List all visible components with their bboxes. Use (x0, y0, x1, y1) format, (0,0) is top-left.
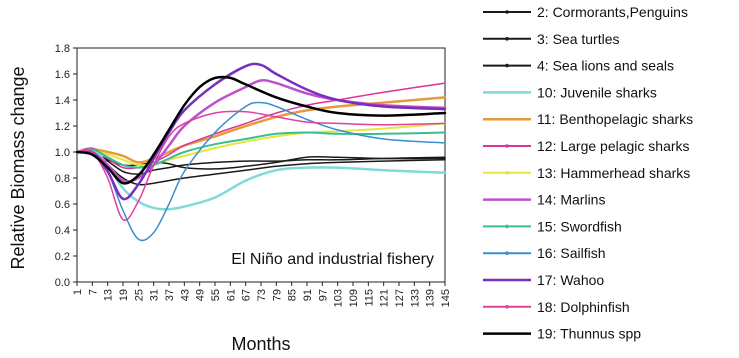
x-tick-label: 97 (317, 289, 329, 301)
legend-item: 11: Benthopelagic sharks (483, 111, 693, 127)
x-tick-label: 91 (302, 289, 314, 301)
y-tick-label: 1.6 (55, 69, 70, 81)
series-line (75, 75, 447, 185)
y-tick-label: 0.8 (55, 173, 70, 185)
series-line (75, 79, 447, 183)
x-tick-label: 133 (409, 289, 421, 307)
series-line (76, 150, 446, 175)
x-tick-label: 103 (333, 289, 345, 307)
series-line (76, 82, 446, 170)
y-tick-label: 0.6 (55, 199, 70, 211)
x-tick-label: 43 (179, 289, 191, 301)
legend-label: 11: Benthopelagic sharks (537, 111, 693, 127)
legend-item: 16: Sailfish (483, 245, 605, 261)
series-line (76, 110, 446, 222)
legend-item: 10: Juvenile sharks (483, 84, 657, 100)
legend-item: 15: Swordfish (483, 218, 622, 234)
legend-marker (505, 144, 509, 148)
y-tick-label: 0.2 (55, 251, 70, 263)
legend-item: 4: Sea lions and seals (483, 58, 674, 74)
y-tick-label: 1.2 (55, 121, 70, 133)
x-tick-label: 13 (103, 289, 115, 301)
y-tick-label: 1.4 (55, 95, 70, 107)
legend-marker (505, 171, 509, 175)
legend-item: 2: Cormorants,Penguins (483, 4, 688, 20)
legend-label: 18: Dolphinfish (537, 299, 630, 315)
series-line (75, 62, 447, 201)
legend: 2: Cormorants,Penguins 3: Sea turtles 4: S… (483, 4, 693, 342)
legend-label: 10: Juvenile sharks (537, 84, 657, 100)
legend-marker (505, 224, 509, 229)
x-tick-label: 109 (348, 289, 360, 307)
x-tick-label: 37 (164, 289, 176, 301)
legend-item: 19: Thunnus spp (483, 326, 641, 342)
y-tick-label: 1.8 (55, 43, 70, 55)
x-tick-label: 145 (440, 289, 452, 307)
x-tick-label: 25 (133, 289, 145, 301)
x-tick-label: 115 (363, 289, 375, 307)
y-tick-label: 1.0 (55, 147, 70, 159)
legend-label: 2: Cormorants,Penguins (537, 4, 688, 20)
x-tick-label: 31 (149, 289, 161, 301)
x-tick-label: 79 (271, 289, 283, 301)
x-tick-label: 85 (287, 289, 299, 301)
y-tick-label: 0.0 (55, 277, 70, 289)
legend-marker (505, 251, 509, 255)
x-tick-label: 49 (195, 289, 207, 301)
x-tick-label: 1 (72, 289, 84, 295)
x-tick-label: 19 (118, 289, 130, 301)
legend-marker (505, 10, 509, 14)
legend-item: 13: Hammerhead sharks (483, 165, 690, 181)
legend-item: 14: Marlins (483, 192, 605, 208)
legend-item: 12: Large pelagic sharks (483, 138, 690, 154)
x-tick-label: 121 (379, 289, 391, 307)
axes: 0.0 0.2 0.4 0.6 0.8 1.0 1.2 1.4 1.6 1.8 1 7 13 19 25 31… (55, 43, 452, 307)
y-axis-title: Relative Biomass change (8, 66, 28, 269)
chart-annotation: El Niño and industrial fishery (231, 251, 434, 268)
x-tick-label: 127 (394, 289, 406, 307)
x-tick-label: 139 (425, 289, 437, 307)
legend-label: 15: Swordfish (537, 218, 622, 234)
legend-label: 3: Sea turtles (537, 31, 620, 47)
legend-label: 14: Marlins (537, 192, 605, 208)
x-tick-label: 67 (241, 289, 253, 301)
x-tick-label: 55 (210, 289, 222, 301)
x-tick-label: 73 (256, 289, 268, 301)
legend-marker (505, 37, 509, 41)
legend-label: 4: Sea lions and seals (537, 58, 674, 74)
legend-label: 12: Large pelagic sharks (537, 138, 690, 154)
series-lines (75, 62, 447, 242)
legend-label: 19: Thunnus spp (537, 326, 641, 342)
series-line (76, 131, 446, 169)
legend-marker (505, 305, 509, 309)
legend-marker (505, 63, 509, 68)
x-axis-title: Months (231, 334, 290, 354)
series-line (76, 101, 446, 242)
legend-item: 17: Wahoo (483, 272, 604, 288)
x-tick-label: 7 (87, 289, 99, 295)
legend-label: 13: Hammerhead sharks (537, 165, 690, 181)
legend-item: 18: Dolphinfish (483, 299, 630, 315)
series-line (76, 122, 446, 167)
legend-label: 17: Wahoo (537, 272, 604, 288)
legend-label: 16: Sailfish (537, 245, 605, 261)
y-tick-label: 0.4 (55, 225, 70, 237)
legend-item: 3: Sea turtles (483, 31, 620, 47)
x-tick-label: 61 (225, 289, 237, 301)
